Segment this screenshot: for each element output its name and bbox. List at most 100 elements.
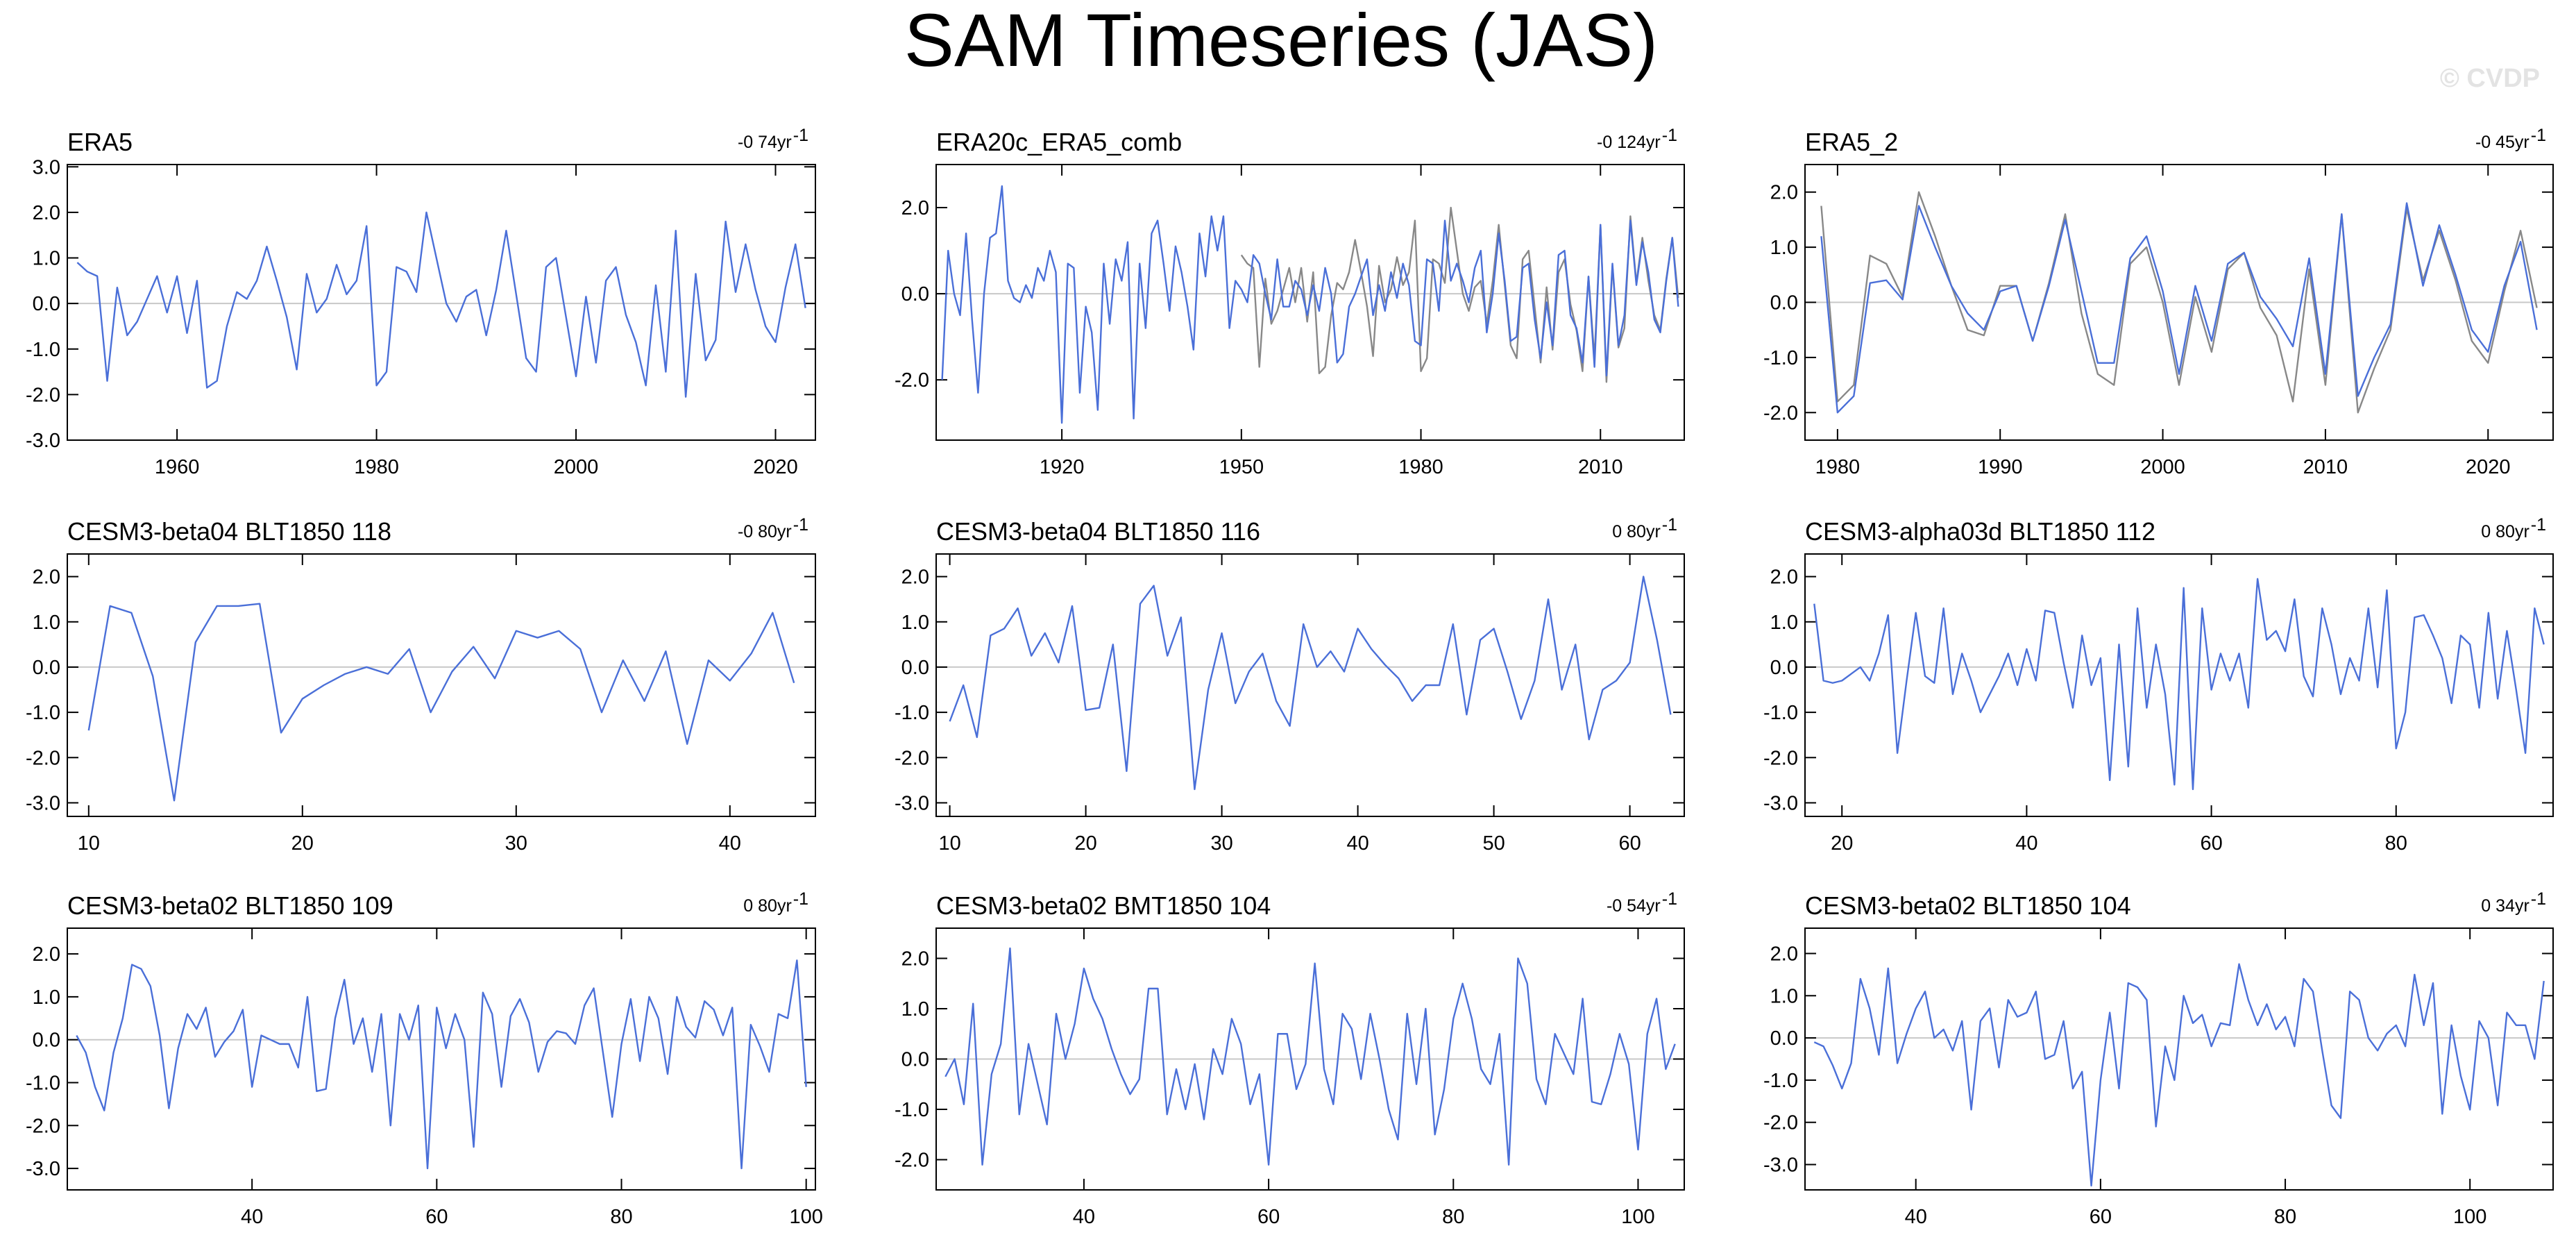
y-tick-label: -1.0 (26, 702, 60, 724)
y-tick-label: -1.0 (26, 339, 60, 361)
x-tick-label: 60 (2200, 832, 2222, 855)
x-tick-label: 60 (1257, 1206, 1280, 1228)
series-line (1240, 206, 1679, 383)
y-tick-label: 0.0 (1770, 1027, 1798, 1050)
panel-title: CESM3-beta02 BLT1850 109 (67, 891, 393, 920)
x-tick-label: 40 (1073, 1206, 1095, 1228)
plot-frame (935, 927, 1685, 1191)
trend-label: 0 34yr (2481, 896, 2529, 916)
y-tick-label: -3.0 (1763, 1154, 1798, 1177)
panel-title: ERA5_2 (1805, 128, 1898, 156)
y-tick-label: -1.0 (1763, 702, 1798, 724)
x-tick-label: 40 (1905, 1206, 1927, 1228)
trend-label: 0 80yr (743, 896, 791, 916)
y-tick-label: -2.0 (1763, 1112, 1798, 1134)
x-tick-label: 10 (78, 832, 100, 855)
x-tick-label: 1920 (1040, 456, 1085, 478)
y-tick-label: -1.0 (26, 1072, 60, 1094)
series-line (949, 576, 1672, 791)
y-tick-label: 0.0 (33, 1030, 60, 1052)
y-tick-label: -3.0 (26, 1158, 60, 1180)
trend-label: -0 74yr (738, 133, 792, 152)
y-tick-label: -1.0 (1763, 1070, 1798, 1092)
x-tick-label: 20 (291, 832, 314, 855)
series-line (944, 947, 1676, 1166)
y-tick-label: 2.0 (33, 943, 60, 966)
x-tick-label: 40 (719, 832, 741, 855)
panel: ERA5 -1-0 74yr -3.0 -2.0 -1.0 0.0 1.0 2.0 3.0 196… (26, 126, 816, 478)
trend-exponent: -1 (2531, 889, 2546, 909)
plot-frame (1804, 927, 2554, 1191)
x-tick-label: 2010 (1578, 456, 1623, 478)
x-tick-label: 1980 (1815, 456, 1861, 478)
panel: CESM3-beta02 BLT1850 109 -10 80yr -3.0 -2.0… (26, 889, 823, 1228)
panel: ERA5_2 -1-0 45yr -2.0 -1.0 0.0 1.0 2.0 1980 1990… (1763, 126, 2554, 478)
y-tick-label: 0.0 (33, 293, 60, 315)
trend-exponent: -1 (1662, 889, 1677, 909)
trend-exponent: -1 (2531, 515, 2546, 535)
plot-frame (67, 164, 816, 441)
plot-frame (935, 164, 1685, 441)
y-tick-label: 1.0 (1770, 237, 1798, 259)
plot-frame (1804, 164, 2554, 441)
y-tick-label: 1.0 (33, 248, 60, 270)
x-tick-label: 20 (1831, 832, 1853, 855)
y-tick-label: 2.0 (901, 948, 929, 971)
y-tick-label: 0.0 (33, 657, 60, 679)
x-tick-label: 60 (2090, 1206, 2112, 1228)
trend-exponent: -1 (1662, 515, 1677, 535)
trend-exponent: -1 (2531, 126, 2546, 145)
series-line (87, 603, 795, 802)
series-line (76, 211, 806, 398)
x-tick-label: 100 (1621, 1206, 1654, 1228)
y-tick-label: -2.0 (895, 369, 929, 392)
trend-exponent: -1 (793, 126, 808, 145)
y-tick-label: 1.0 (33, 986, 60, 1009)
x-tick-label: 20 (1074, 832, 1096, 855)
y-tick-label: 2.0 (1770, 943, 1798, 965)
x-tick-label: 30 (1210, 832, 1232, 855)
y-tick-label: 2.0 (33, 202, 60, 224)
y-tick-label: 1.0 (1770, 985, 1798, 1007)
panel-title: CESM3-beta04 BLT1850 116 (936, 517, 1260, 546)
trend-label: -0 45yr (2475, 133, 2530, 152)
plot-frame (67, 553, 816, 817)
x-tick-label: 80 (1442, 1206, 1464, 1228)
y-tick-label: -2.0 (895, 1150, 929, 1172)
watermark: © CVDP (2440, 64, 2540, 93)
y-tick-label: 3.0 (33, 156, 60, 178)
panel-title: CESM3-alpha03d BLT1850 112 (1805, 517, 2155, 546)
x-tick-label: 40 (1346, 832, 1368, 855)
y-tick-label: 0.0 (901, 283, 929, 305)
x-tick-label: 40 (2015, 832, 2037, 855)
series-line (1820, 202, 2538, 414)
y-tick-label: -1.0 (1763, 347, 1798, 369)
series-line (76, 959, 807, 1170)
x-tick-label: 80 (610, 1206, 632, 1228)
trend-label: -0 124yr (1597, 133, 1661, 152)
x-tick-label: 50 (1482, 832, 1505, 855)
y-tick-label: -2.0 (1763, 747, 1798, 769)
panel: CESM3-beta04 BLT1850 118 -1-0 80yr -3.0 -2.… (26, 515, 816, 855)
y-tick-label: 0.0 (1770, 657, 1798, 679)
figure-title: SAM Timeseries (JAS) (904, 0, 1658, 82)
y-tick-label: -1.0 (895, 1099, 929, 1121)
panel-title: CESM3-beta02 BMT1850 104 (936, 891, 1271, 920)
panel-title: CESM3-beta04 BLT1850 118 (67, 517, 391, 546)
x-tick-label: 10 (938, 832, 960, 855)
trend-label: -0 80yr (738, 522, 792, 541)
x-tick-label: 80 (2385, 832, 2407, 855)
trend-exponent: -1 (1662, 126, 1677, 145)
y-tick-label: 0.0 (901, 1049, 929, 1071)
panel: CESM3-beta02 BLT1850 104 -10 34yr -3.0 -2.0… (1763, 889, 2554, 1228)
y-tick-label: 2.0 (901, 566, 929, 589)
x-tick-label: 2010 (2303, 456, 2348, 478)
x-tick-label: 2020 (753, 456, 798, 478)
x-tick-label: 30 (505, 832, 527, 855)
y-tick-label: 1.0 (1770, 612, 1798, 634)
trend-exponent: -1 (793, 515, 808, 535)
x-tick-label: 80 (2274, 1206, 2296, 1228)
y-tick-label: -3.0 (1763, 792, 1798, 814)
x-tick-label: 2000 (554, 456, 599, 478)
